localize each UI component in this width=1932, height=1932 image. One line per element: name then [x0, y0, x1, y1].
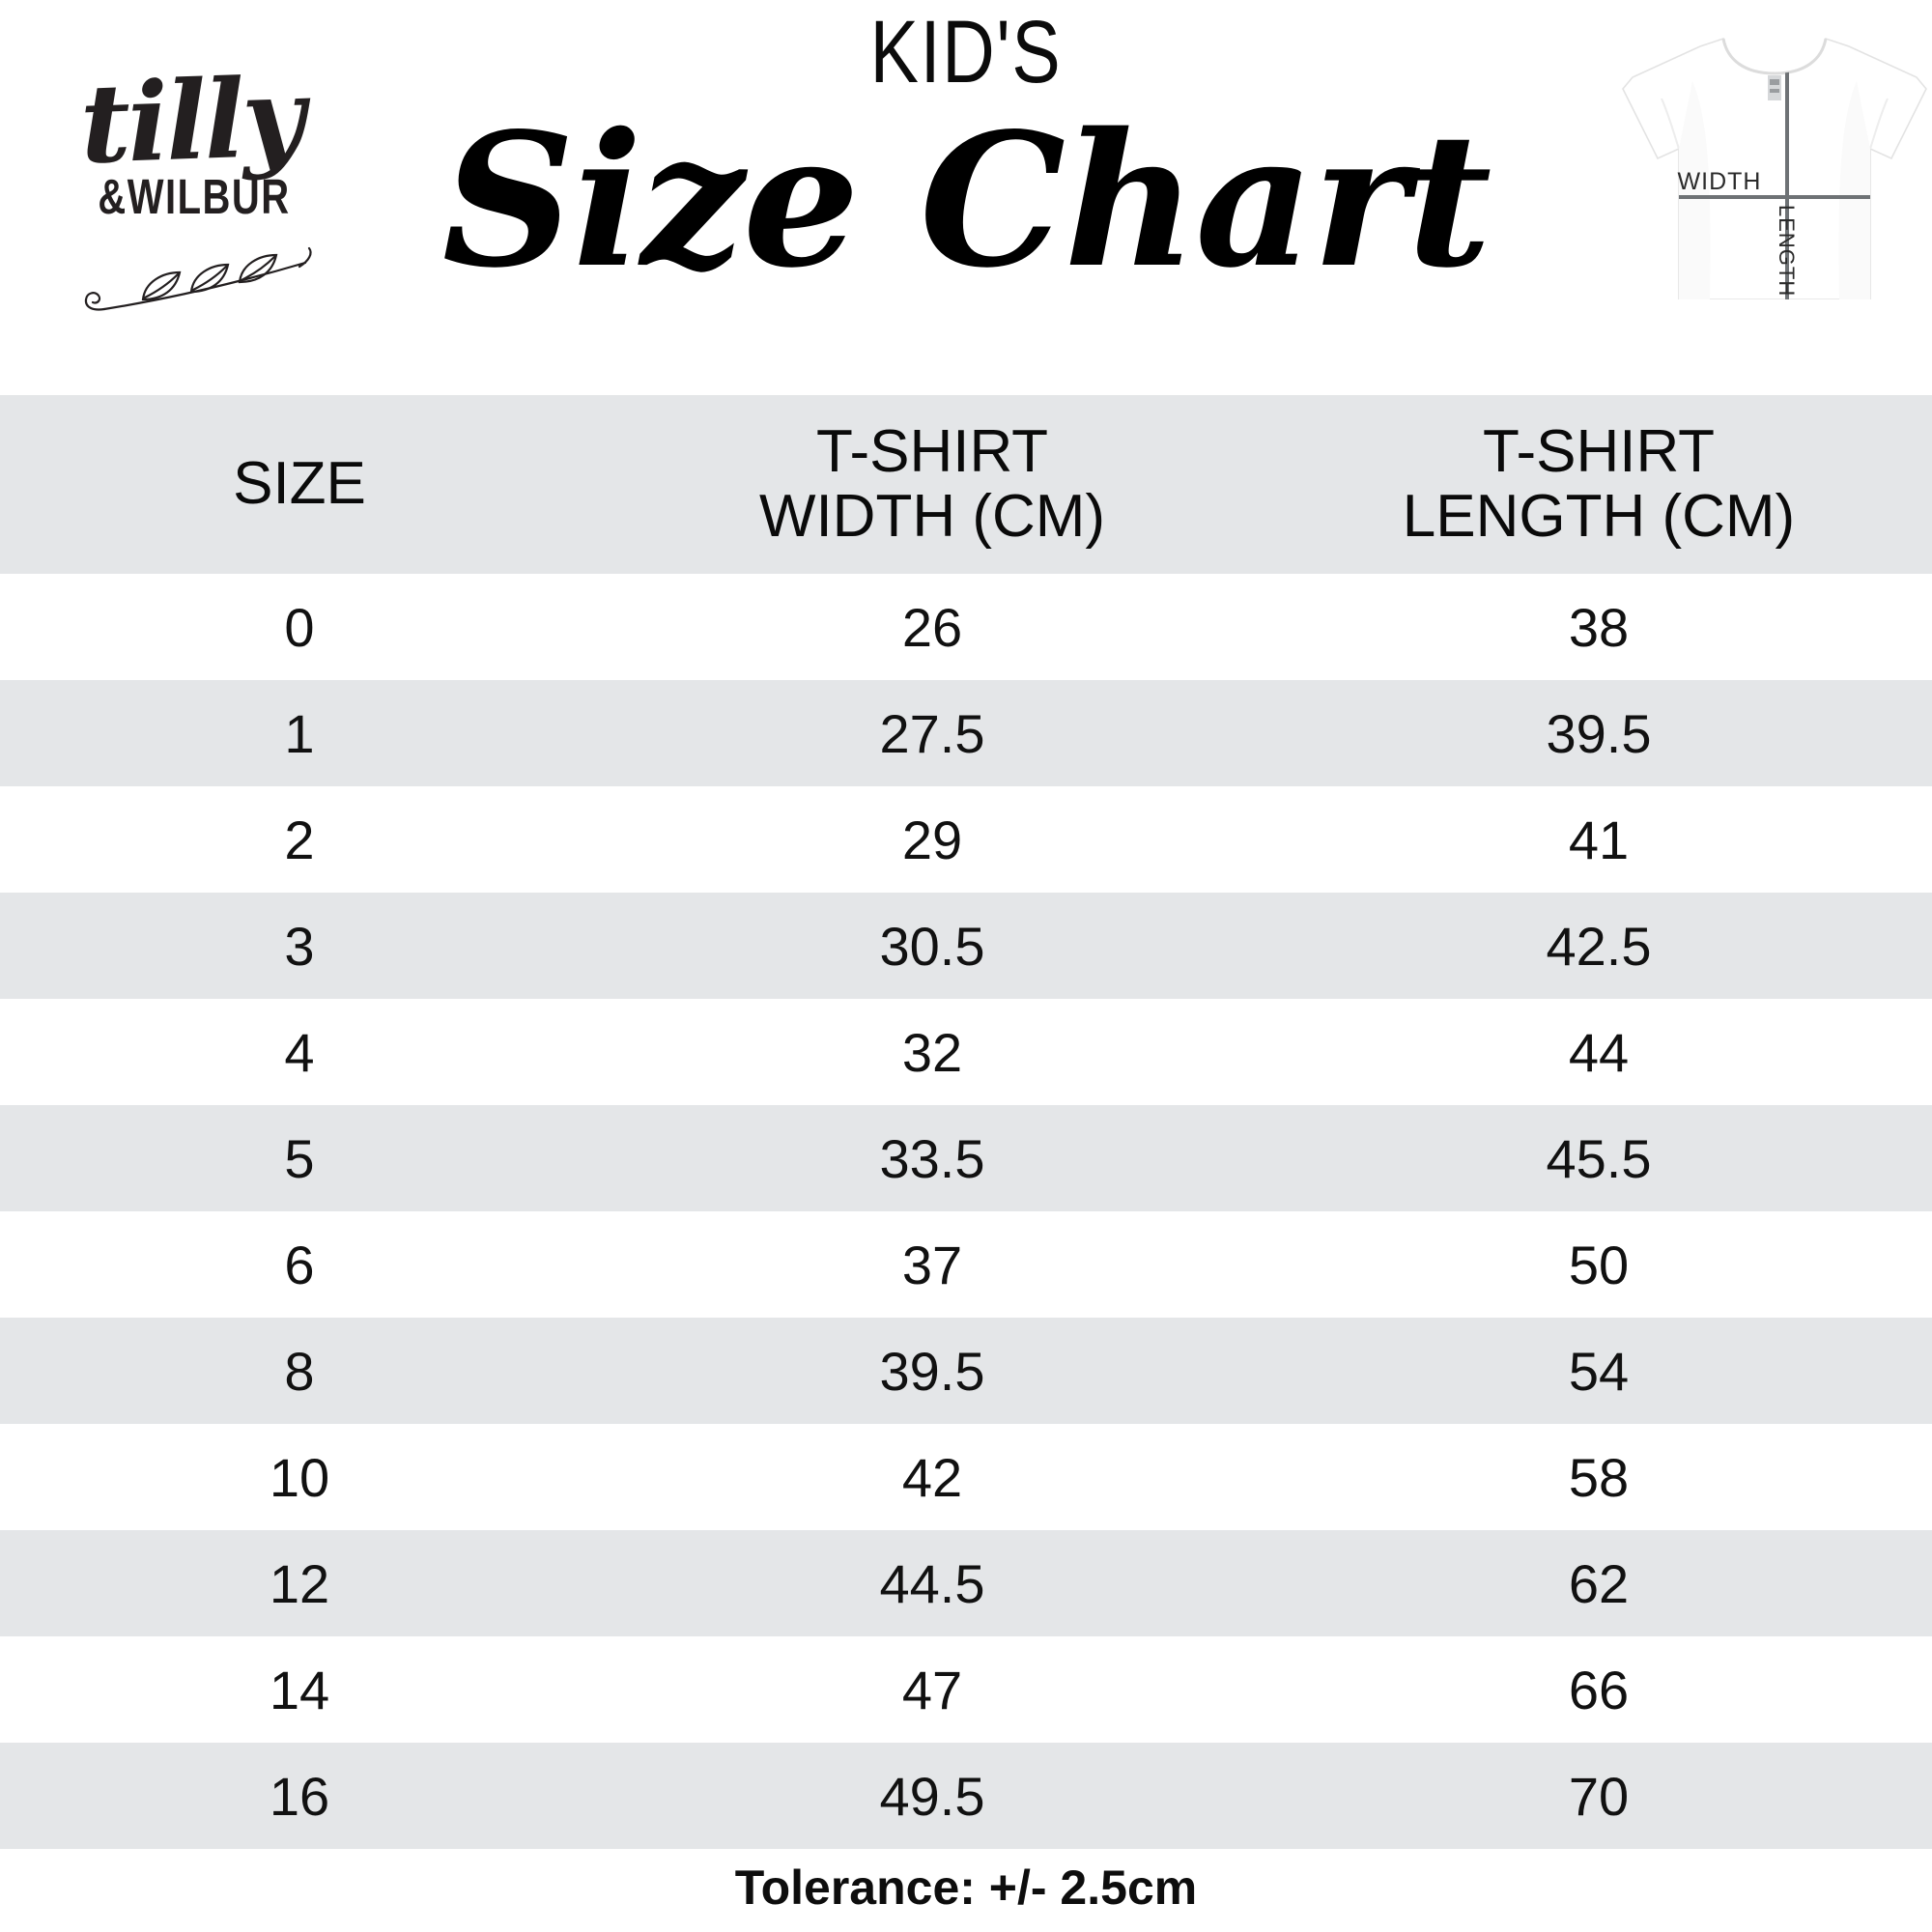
cell-size: 1: [0, 680, 599, 786]
table-row: 8 39.5 54: [0, 1318, 1932, 1424]
tshirt-length-label: LENGTH: [1775, 205, 1799, 297]
cell-width: 44.5: [599, 1530, 1265, 1636]
cell-width: 42: [599, 1424, 1265, 1530]
cell-width: 33.5: [599, 1105, 1265, 1211]
table-row: 3 30.5 42.5: [0, 893, 1932, 999]
cell-length: 42.5: [1265, 893, 1932, 999]
table-row: 10 42 58: [0, 1424, 1932, 1530]
cell-width: 49.5: [599, 1743, 1265, 1849]
table-row: 5 33.5 45.5: [0, 1105, 1932, 1211]
brand-name-script: tilly: [78, 54, 304, 188]
cell-size: 8: [0, 1318, 599, 1424]
cell-width: 37: [599, 1211, 1265, 1318]
brand-name-block: &WILBUR: [98, 170, 291, 225]
cell-length: 44: [1265, 999, 1932, 1105]
table-row: 6 37 50: [0, 1211, 1932, 1318]
cell-length: 50: [1265, 1211, 1932, 1318]
cell-length: 38: [1265, 574, 1932, 680]
table-row: 1 27.5 39.5: [0, 680, 1932, 786]
tshirt-label-tag: [1768, 75, 1781, 100]
column-header-width: T-SHIRT WIDTH (CM): [599, 395, 1265, 574]
cell-length: 70: [1265, 1743, 1932, 1849]
cell-length: 41: [1265, 786, 1932, 893]
cell-size: 3: [0, 893, 599, 999]
cell-width: 29: [599, 786, 1265, 893]
brand-logo: tilly &WILBUR: [66, 54, 317, 319]
size-chart-table: SIZE T-SHIRT WIDTH (CM) T-SHIRT LENGTH (…: [0, 395, 1932, 1849]
cell-size: 16: [0, 1743, 599, 1849]
tshirt-width-label: WIDTH: [1678, 168, 1762, 195]
cell-width: 32: [599, 999, 1265, 1105]
tolerance-note: Tolerance: +/- 2.5cm: [734, 1861, 1198, 1915]
cell-width: 47: [599, 1636, 1265, 1743]
table-row: 0 26 38: [0, 574, 1932, 680]
chart-header: tilly &WILBUR KID'S Size C: [0, 0, 1932, 395]
cell-size: 12: [0, 1530, 599, 1636]
cell-width: 30.5: [599, 893, 1265, 999]
column-header-size: SIZE: [0, 395, 599, 574]
cell-length: 45.5: [1265, 1105, 1932, 1211]
cell-size: 10: [0, 1424, 599, 1530]
page-title: Size Chart: [441, 93, 1492, 308]
cell-size: 14: [0, 1636, 599, 1743]
cell-width: 39.5: [599, 1318, 1265, 1424]
page-eyebrow: KID'S: [869, 3, 1063, 101]
tshirt-measurement-figure: WIDTH LENGTH: [1622, 37, 1927, 299]
table-row: 4 32 44: [0, 999, 1932, 1105]
table-row: 2 29 41: [0, 786, 1932, 893]
cell-length: 54: [1265, 1318, 1932, 1424]
table-row: 12 44.5 62: [0, 1530, 1932, 1636]
table-header-row: SIZE T-SHIRT WIDTH (CM) T-SHIRT LENGTH (…: [0, 395, 1932, 574]
tshirt-body: [1622, 37, 1927, 299]
table-row: 16 49.5 70: [0, 1743, 1932, 1849]
leaf-branch-icon: [84, 246, 312, 311]
column-header-length: T-SHIRT LENGTH (CM): [1265, 395, 1932, 574]
cell-length: 39.5: [1265, 680, 1932, 786]
cell-size: 2: [0, 786, 599, 893]
cell-length: 62: [1265, 1530, 1932, 1636]
cell-width: 26: [599, 574, 1265, 680]
table-row: 14 47 66: [0, 1636, 1932, 1743]
cell-width: 27.5: [599, 680, 1265, 786]
cell-size: 0: [0, 574, 599, 680]
cell-size: 5: [0, 1105, 599, 1211]
cell-size: 4: [0, 999, 599, 1105]
cell-length: 58: [1265, 1424, 1932, 1530]
cell-length: 66: [1265, 1636, 1932, 1743]
cell-size: 6: [0, 1211, 599, 1318]
